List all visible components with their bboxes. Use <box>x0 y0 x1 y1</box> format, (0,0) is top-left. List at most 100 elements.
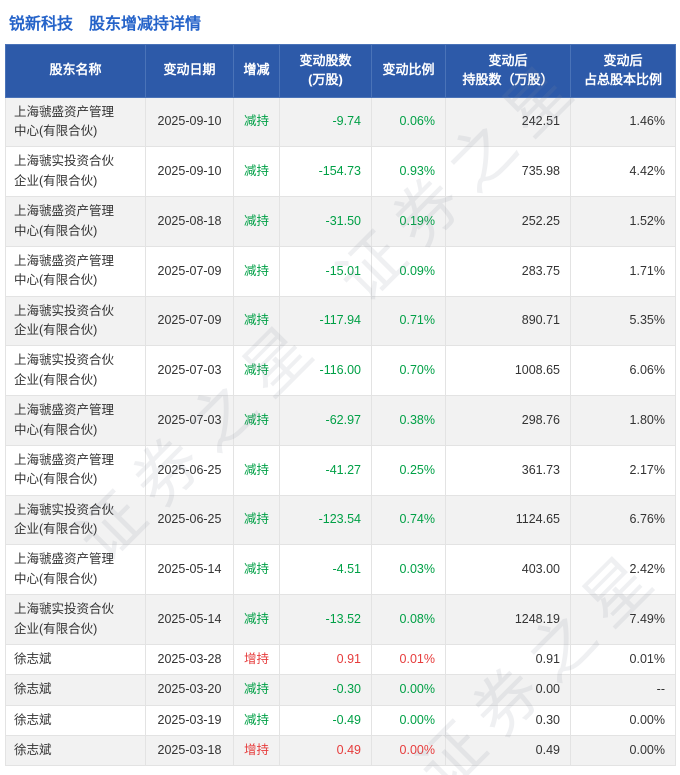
cell-after-shares: 0.91 <box>445 643 571 676</box>
cell-change-date: 2025-06-25 <box>145 494 234 546</box>
table-header: 股东名称 变动日期 增减 变动股数 (万股) 变动比例 变动后 持股数（万股） … <box>5 44 676 98</box>
cell-change-shares: -116.00 <box>279 345 372 397</box>
table-row: 上海虢盛资产管理 中心(有限合伙) 2025-09-10 减持 -9.74 0.… <box>5 96 676 148</box>
cell-change-date: 2025-07-03 <box>145 345 234 397</box>
table-row: 上海虢实投资合伙 企业(有限合伙) 2025-09-10 减持 -154.73 … <box>5 146 676 198</box>
cell-shareholder-name: 上海虢盛资产管理 中心(有限合伙) <box>5 96 146 148</box>
cell-shareholder-name: 徐志斌 <box>5 735 146 767</box>
cell-change-date: 2025-03-18 <box>145 735 234 767</box>
cell-after-ratio: 0.00% <box>570 704 676 737</box>
cell-shareholder-name: 上海虢实投资合伙 企业(有限合伙) <box>5 146 146 198</box>
cell-change-shares: -13.52 <box>279 594 372 645</box>
cell-change-shares: -15.01 <box>279 245 372 297</box>
cell-change-shares: -4.51 <box>279 544 372 596</box>
col-header-after-shares: 变动后 持股数（万股） <box>445 44 571 98</box>
cell-after-shares: 242.51 <box>445 96 571 148</box>
cell-after-ratio: 6.06% <box>570 345 676 397</box>
cell-shareholder-name: 上海虢盛资产管理 中心(有限合伙) <box>5 544 146 596</box>
cell-change-ratio: 0.00% <box>371 674 446 706</box>
col-header-change-shares: 变动股数 (万股) <box>279 44 372 98</box>
cell-change-date: 2025-06-25 <box>145 444 234 496</box>
cell-after-ratio: 1.80% <box>570 395 676 446</box>
cell-shareholder-name: 上海虢盛资产管理 中心(有限合伙) <box>5 196 146 247</box>
cell-action: 减持 <box>233 96 280 148</box>
table-row: 徐志斌 2025-03-28 增持 0.91 0.01% 0.91 0.01% <box>5 643 676 676</box>
title-detail: 股东增减持详情 <box>89 16 202 33</box>
cell-action: 减持 <box>233 704 280 737</box>
cell-after-ratio: 0.00% <box>570 735 676 767</box>
table-row: 上海虢盛资产管理 中心(有限合伙) 2025-06-25 减持 -41.27 0… <box>5 444 676 496</box>
cell-action: 减持 <box>233 444 280 496</box>
cell-change-ratio: 0.25% <box>371 444 446 496</box>
table-row: 上海虢盛资产管理 中心(有限合伙) 2025-08-18 减持 -31.50 0… <box>5 196 676 247</box>
cell-action: 减持 <box>233 395 280 446</box>
table-body: 上海虢盛资产管理 中心(有限合伙) 2025-09-10 减持 -9.74 0.… <box>5 96 676 767</box>
table-row: 上海虢盛资产管理 中心(有限合伙) 2025-07-03 减持 -62.97 0… <box>5 395 676 446</box>
cell-action: 减持 <box>233 345 280 397</box>
table-row: 徐志斌 2025-03-19 减持 -0.49 0.00% 0.30 0.00% <box>5 704 676 737</box>
cell-change-ratio: 0.38% <box>371 395 446 446</box>
table-row: 上海虢实投资合伙 企业(有限合伙) 2025-06-25 减持 -123.54 … <box>5 494 676 546</box>
cell-change-ratio: 0.74% <box>371 494 446 546</box>
cell-change-ratio: 0.70% <box>371 345 446 397</box>
cell-action: 减持 <box>233 544 280 596</box>
cell-after-shares: 283.75 <box>445 245 571 297</box>
cell-after-shares: 890.71 <box>445 295 571 347</box>
cell-after-ratio: -- <box>570 674 676 706</box>
col-header-after-ratio: 变动后 占总股本比例 <box>570 44 676 98</box>
cell-change-date: 2025-08-18 <box>145 196 234 247</box>
table-row: 徐志斌 2025-03-18 增持 0.49 0.00% 0.49 0.00% <box>5 735 676 767</box>
cell-change-shares: 0.49 <box>279 735 372 767</box>
cell-action: 增持 <box>233 735 280 767</box>
cell-shareholder-name: 上海虢盛资产管理 中心(有限合伙) <box>5 245 146 297</box>
cell-change-shares: -41.27 <box>279 444 372 496</box>
cell-action: 减持 <box>233 674 280 706</box>
cell-change-shares: -9.74 <box>279 96 372 148</box>
cell-change-date: 2025-09-10 <box>145 96 234 148</box>
cell-shareholder-name: 上海虢盛资产管理 中心(有限合伙) <box>5 395 146 446</box>
cell-change-ratio: 0.71% <box>371 295 446 347</box>
col-header-change-ratio: 变动比例 <box>371 44 446 98</box>
cell-action: 减持 <box>233 146 280 198</box>
table-row: 上海虢实投资合伙 企业(有限合伙) 2025-07-09 减持 -117.94 … <box>5 295 676 347</box>
cell-action: 减持 <box>233 494 280 546</box>
company-name: 锐新科技 <box>9 16 74 33</box>
cell-after-shares: 735.98 <box>445 146 571 198</box>
holdings-table: 股东名称 变动日期 增减 变动股数 (万股) 变动比例 变动后 持股数（万股） … <box>5 44 676 767</box>
cell-after-ratio: 1.71% <box>570 245 676 297</box>
cell-after-shares: 0.30 <box>445 704 571 737</box>
cell-after-shares: 298.76 <box>445 395 571 446</box>
cell-shareholder-name: 上海虢实投资合伙 企业(有限合伙) <box>5 345 146 397</box>
cell-change-date: 2025-05-14 <box>145 544 234 596</box>
cell-after-ratio: 2.17% <box>570 444 676 496</box>
cell-change-shares: -117.94 <box>279 295 372 347</box>
cell-after-shares: 0.00 <box>445 674 571 706</box>
cell-action: 增持 <box>233 643 280 676</box>
cell-change-shares: -123.54 <box>279 494 372 546</box>
cell-after-ratio: 0.01% <box>570 643 676 676</box>
cell-change-date: 2025-09-10 <box>145 146 234 198</box>
cell-change-date: 2025-03-28 <box>145 643 234 676</box>
cell-change-ratio: 0.03% <box>371 544 446 596</box>
cell-change-ratio: 0.09% <box>371 245 446 297</box>
table-row: 徐志斌 2025-03-20 减持 -0.30 0.00% 0.00 -- <box>5 674 676 706</box>
cell-shareholder-name: 徐志斌 <box>5 674 146 706</box>
cell-change-date: 2025-03-20 <box>145 674 234 706</box>
cell-after-ratio: 1.52% <box>570 196 676 247</box>
cell-shareholder-name: 上海虢盛资产管理 中心(有限合伙) <box>5 444 146 496</box>
cell-change-ratio: 0.00% <box>371 704 446 737</box>
cell-change-date: 2025-07-09 <box>145 245 234 297</box>
cell-after-shares: 1008.65 <box>445 345 571 397</box>
cell-after-ratio: 4.42% <box>570 146 676 198</box>
cell-after-ratio: 6.76% <box>570 494 676 546</box>
cell-action: 减持 <box>233 594 280 645</box>
cell-action: 减持 <box>233 295 280 347</box>
table-row: 上海虢实投资合伙 企业(有限合伙) 2025-07-03 减持 -116.00 … <box>5 345 676 397</box>
cell-change-date: 2025-03-19 <box>145 704 234 737</box>
cell-change-date: 2025-07-09 <box>145 295 234 347</box>
cell-change-date: 2025-05-14 <box>145 594 234 645</box>
table-row: 上海虢盛资产管理 中心(有限合伙) 2025-05-14 减持 -4.51 0.… <box>5 544 676 596</box>
col-header-shareholder-name: 股东名称 <box>5 44 146 98</box>
page-title: 锐新科技 股东增减持详情 <box>9 10 675 34</box>
